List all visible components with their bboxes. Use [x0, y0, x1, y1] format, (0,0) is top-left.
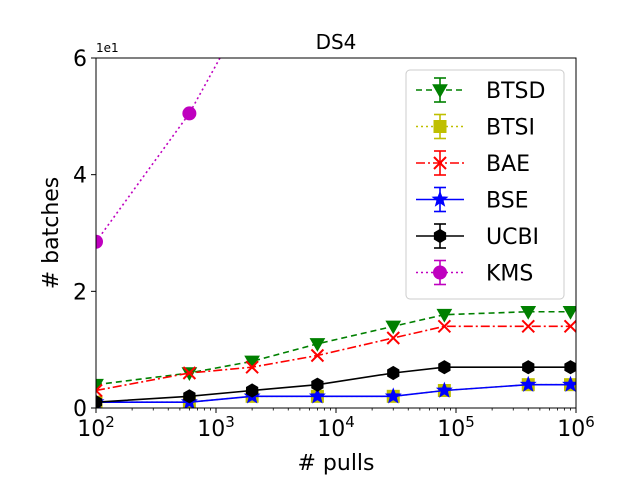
series-bae: [96, 319, 576, 398]
data-point-bae-0-stroke-a: [96, 389, 103, 398]
legend: BTSD BTSI BAE BSE UCBI KMS: [405, 69, 565, 300]
series-kms: [96, 0, 259, 249]
data-point-ucbi-7: [564, 360, 576, 375]
x-tick-label-3: 105: [437, 413, 475, 442]
legend-label-btsi: BTSI: [486, 116, 535, 141]
chart-title: DS4: [316, 30, 357, 54]
legend-label-kms: KMS: [486, 262, 533, 287]
series-line-btsd: [96, 310, 571, 386]
data-point-btsd-4: [385, 320, 402, 335]
legend-box: [405, 69, 565, 300]
legend-label-ucbi: UCBI: [486, 225, 539, 250]
legend-label-bae: BAE: [486, 152, 530, 177]
data-point-bae-2-stroke-b: [245, 360, 259, 374]
data-point-ucbi-5: [438, 360, 451, 375]
data-point-ucbi-6: [522, 360, 535, 375]
y-offset-text: 1e1: [96, 41, 119, 55]
data-point-kms-2: [246, 0, 259, 6]
y-tick-label-0: 0: [73, 397, 87, 422]
data-point-ucbi-3: [311, 377, 324, 392]
series-btsi: [96, 378, 576, 408]
x-tick-label-2: 104: [317, 413, 355, 442]
legend-label-btsd: BTSD: [486, 79, 545, 104]
data-point-ucbi-2: [245, 383, 259, 398]
data-point-bae-7-stroke-b: [563, 319, 576, 334]
series-line-ucbi: [96, 366, 571, 403]
data-point-ucbi-4: [387, 365, 400, 381]
legend-marker-ucbi: [433, 228, 447, 244]
data-point-ucbi-0: [96, 395, 103, 408]
x-tick-label-0: 102: [77, 413, 115, 442]
series-line-kms: [96, 58, 221, 243]
y-axis-label: # batches: [39, 177, 64, 290]
data-point-bae-3-stroke-b: [310, 348, 325, 363]
data-point-bae-7: [563, 319, 576, 334]
data-point-kms-1: [182, 106, 197, 121]
data-point-bae-2: [245, 360, 259, 374]
legend-marker-bae: [433, 156, 447, 170]
legend-marker-bse: [431, 190, 449, 207]
series-layer: [96, 0, 576, 408]
legend-marker-bae-stroke-b: [433, 156, 447, 170]
legend-label-bse: BSE: [486, 189, 529, 214]
data-point-bse-6: [519, 375, 537, 392]
data-point-bse-3: [308, 387, 326, 404]
x-tick-label-1: 103: [197, 413, 235, 442]
data-point-btsd-6: [520, 306, 537, 320]
data-point-bae-4: [386, 331, 400, 345]
data-point-kms-0: [96, 234, 103, 249]
data-point-ucbi-1: [183, 389, 196, 404]
data-point-bae-6: [521, 319, 535, 334]
series-ucbi: [96, 360, 576, 408]
ticks-layer: 102 103 104 105 106 0 2 4 6: [73, 47, 595, 442]
data-point-bae-5: [437, 319, 452, 334]
series-line-bae: [96, 325, 571, 392]
legend-entry-btsi: BTSI: [416, 113, 535, 141]
data-point-btsd-3: [309, 338, 326, 352]
x-axis-label: # pulls: [297, 451, 374, 476]
data-point-btsd-2: [244, 355, 260, 370]
data-point-bse-5: [435, 381, 453, 398]
data-point-bse-4: [384, 387, 402, 404]
data-point-bae-1-stroke-b: [182, 366, 197, 380]
data-point-btsd-7: [562, 306, 576, 320]
data-point-btsd-5: [436, 308, 453, 323]
legend-marker-btsd: [432, 84, 448, 99]
data-point-bae-3: [310, 348, 325, 363]
legend-entry-ucbi: UCBI: [416, 223, 539, 250]
data-point-bae-0-stroke-b: [96, 383, 103, 392]
legend-entry-bse: BSE: [416, 186, 529, 214]
series-btsd: [96, 306, 576, 393]
legend-marker-kms: [433, 265, 447, 280]
x-tick-label-4: 106: [557, 413, 595, 442]
data-point-bae-6-stroke-b: [521, 319, 535, 334]
data-point-bae-4-stroke-b: [386, 331, 400, 345]
data-point-bae-1: [182, 366, 197, 380]
legend-entry-btsd: BTSD: [416, 77, 545, 104]
legend-entry-kms: KMS: [416, 259, 533, 287]
y-tick-label-1: 2: [73, 280, 87, 305]
y-tick-label-3: 6: [73, 47, 87, 72]
legend-entry-bae: BAE: [416, 150, 530, 177]
legend-marker-btsi: [433, 120, 447, 133]
data-point-bae-5-stroke-b: [437, 319, 452, 334]
y-tick-label-2: 4: [73, 164, 87, 189]
series-line-bse: [96, 383, 571, 403]
data-point-bae-0: [96, 383, 103, 398]
